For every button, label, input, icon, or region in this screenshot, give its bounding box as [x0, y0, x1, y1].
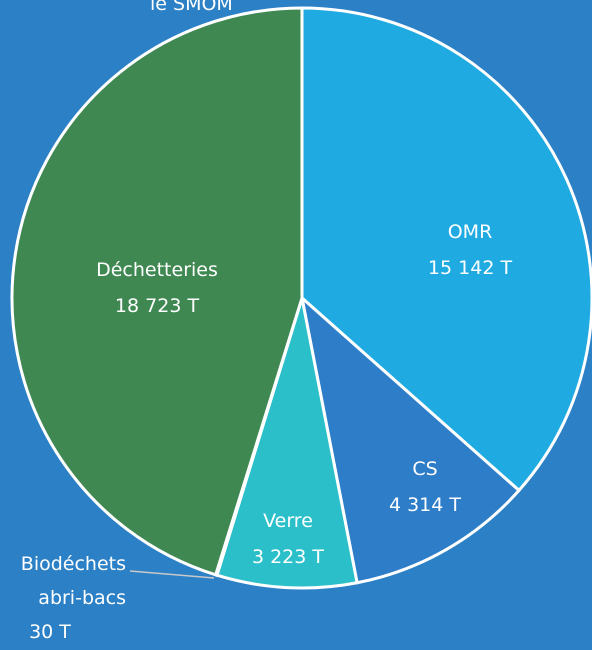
pie-slice	[299, 293, 522, 585]
label-line: Biodéchets	[21, 553, 126, 575]
slice-label: Déchetteries	[96, 259, 218, 281]
chart-title: le SMOM	[150, 0, 233, 15]
slice-label: Biodéchets abri-bacs	[21, 553, 126, 609]
value-label: 30 T	[29, 621, 71, 643]
value-label: 3 223 T	[252, 546, 324, 568]
pie-slice	[300, 6, 592, 493]
value-label: 15 142 T	[428, 257, 513, 279]
slice-label: CS	[412, 458, 437, 480]
label-line: abri-bacs	[38, 587, 126, 609]
slice-label: Verre	[263, 510, 313, 532]
value-label: 18 723 T	[115, 295, 200, 317]
pie-slice	[10, 6, 304, 577]
leader-line	[129, 570, 215, 579]
slice-label: OMR	[448, 221, 493, 243]
value-label: 4 314 T	[389, 494, 461, 516]
pie-slice	[215, 297, 359, 590]
